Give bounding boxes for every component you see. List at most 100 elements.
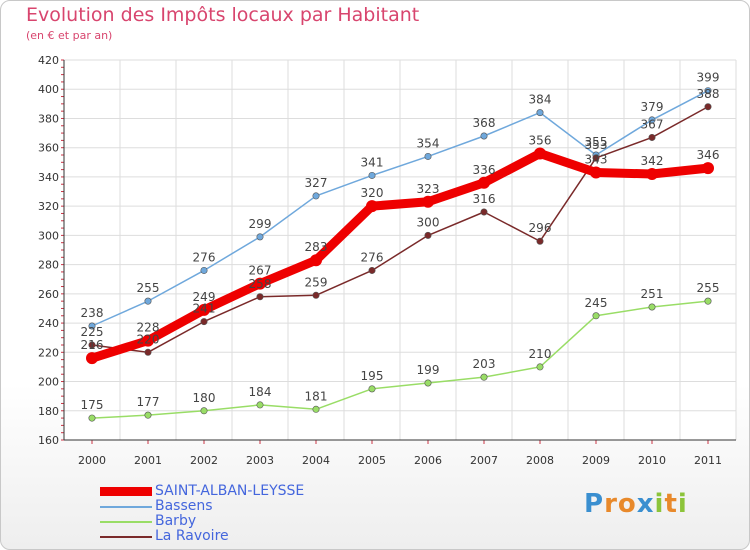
y-tick-label: 400	[38, 83, 59, 96]
logo-letter: r	[604, 489, 618, 519]
x-tick-label: 2011	[694, 454, 722, 467]
data-label: 267	[249, 264, 272, 278]
series-line-saint-alban-leysse	[87, 149, 713, 363]
x-tick-label: 2007	[470, 454, 498, 467]
x-tick-label: 2005	[358, 454, 386, 467]
data-label: 184	[249, 385, 272, 399]
y-tick-label: 240	[38, 317, 59, 330]
data-point	[86, 352, 98, 365]
series-line-barby	[91, 300, 709, 419]
data-point	[704, 297, 712, 305]
data-label: 210	[529, 347, 552, 361]
data-label: 343	[585, 153, 608, 167]
data-label: 399	[697, 71, 720, 85]
data-point	[702, 162, 714, 175]
legend-swatch	[100, 506, 152, 508]
x-tick-label: 2003	[246, 454, 274, 467]
x-tick-label: 2000	[78, 454, 106, 467]
data-label: 296	[529, 221, 552, 235]
data-label: 241	[193, 302, 216, 316]
data-point	[480, 132, 488, 140]
series-line-bassens	[91, 89, 709, 327]
data-point	[88, 341, 96, 349]
x-tick-label: 2009	[582, 454, 610, 467]
data-point	[704, 87, 712, 95]
data-label: 327	[305, 176, 328, 190]
data-point	[704, 103, 712, 111]
data-point	[646, 168, 658, 180]
data-label: 356	[529, 134, 552, 148]
legend-label: SAINT-ALBAN-LEYSSE	[155, 483, 305, 499]
y-tick-label: 320	[38, 200, 59, 213]
data-point	[648, 133, 656, 141]
logo-letter: P	[584, 489, 605, 519]
data-point	[88, 414, 96, 422]
logo-letter: i	[677, 489, 688, 519]
data-label: 384	[529, 93, 552, 107]
data-label: 300	[417, 215, 440, 229]
y-tick-label: 260	[38, 288, 59, 301]
data-label: 320	[361, 186, 384, 200]
x-tick-label: 2010	[638, 454, 666, 467]
data-label: 228	[137, 321, 160, 335]
y-tick-label: 420	[38, 54, 59, 67]
data-label: 238	[81, 306, 104, 320]
data-label: 220	[137, 332, 160, 346]
data-point	[648, 303, 656, 311]
data-label: 177	[137, 395, 160, 409]
x-tick-label: 2004	[302, 454, 330, 467]
data-point	[200, 266, 208, 274]
data-label: 336	[473, 163, 496, 177]
data-point	[256, 401, 264, 409]
data-point	[480, 208, 488, 216]
data-point	[200, 318, 208, 326]
data-label: 283	[305, 240, 328, 254]
data-point	[310, 254, 322, 267]
data-label: 276	[361, 250, 384, 264]
data-point	[424, 379, 432, 387]
legend-swatch	[100, 521, 152, 523]
data-point	[144, 348, 152, 356]
data-label: 259	[305, 275, 328, 289]
data-point	[648, 116, 656, 124]
data-point	[200, 407, 208, 415]
data-point	[424, 231, 432, 239]
data-label: 249	[193, 290, 216, 304]
y-tick-label: 300	[38, 229, 59, 242]
data-label: 346	[697, 148, 720, 162]
y-tick-label: 380	[38, 112, 59, 125]
data-point	[536, 363, 544, 371]
data-label: 181	[305, 389, 328, 403]
data-label: 255	[137, 281, 160, 295]
data-label: 368	[473, 116, 496, 130]
data-label: 379	[641, 100, 664, 114]
data-label: 216	[81, 338, 104, 352]
data-point	[312, 192, 320, 200]
series-line-la-ravoire	[91, 106, 709, 354]
data-label: 245	[585, 296, 608, 310]
data-point	[368, 171, 376, 179]
y-tick-label: 160	[38, 434, 59, 447]
y-tick-label: 200	[38, 376, 59, 389]
data-label: 355	[585, 135, 608, 149]
data-point	[312, 291, 320, 299]
data-point	[198, 303, 210, 316]
data-label: 175	[81, 398, 104, 412]
data-point	[534, 147, 546, 160]
data-point	[536, 237, 544, 245]
y-tick-label: 340	[38, 171, 59, 184]
data-point	[368, 385, 376, 393]
data-label: 195	[361, 369, 384, 383]
logo-letter: o	[617, 489, 637, 519]
data-point	[88, 322, 96, 330]
legend-label: Bassens	[155, 498, 213, 514]
data-point	[478, 176, 490, 189]
legend-swatch	[100, 487, 152, 496]
legend-swatch	[100, 536, 152, 538]
x-tick-label: 2006	[414, 454, 442, 467]
data-point	[592, 312, 600, 320]
data-point	[366, 200, 378, 213]
data-label: 323	[417, 182, 440, 196]
data-point	[368, 266, 376, 274]
